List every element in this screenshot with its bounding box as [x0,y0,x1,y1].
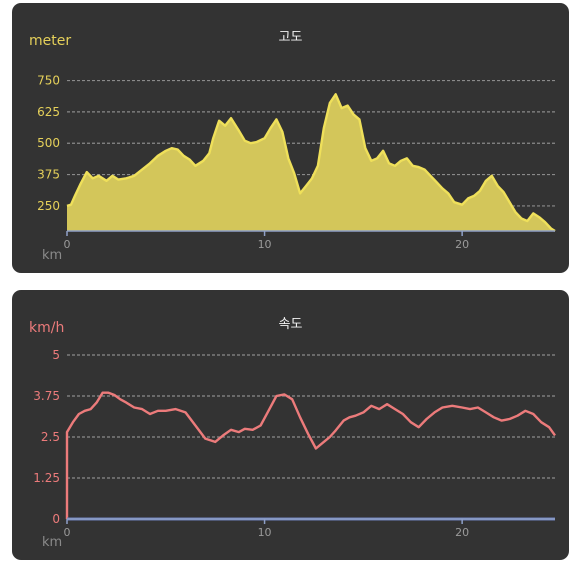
speed-chart-panel: 속도 km/h km 5 3.75 2.5 1.25 0 0 10 20 [12,290,569,560]
elevation-y-unit: meter [29,33,72,49]
x-tick-label: 10 [258,526,272,539]
x-tick-label: 0 [64,526,71,539]
y-tick-label: 3.75 [33,389,60,403]
y-tick-label: 750 [37,74,60,88]
speed-y-unit: km/h [29,320,65,336]
speed-line [65,391,556,519]
speed-chart-title: 속도 [278,317,303,332]
elevation-x-unit: km [42,248,63,263]
y-tick-label: 250 [37,199,60,213]
y-tick-label: 1.25 [33,471,60,485]
y-tick-label: 0 [52,512,60,526]
y-tick-label: 2.5 [41,430,60,444]
elevation-line [66,93,556,233]
elevation-area [67,94,555,231]
speed-chart-svg: 5 3.75 2.5 1.25 00 10 20 [33,348,556,539]
y-tick-label: 625 [37,105,60,119]
x-tick-label: 20 [455,238,469,251]
y-tick-label: 5 [52,348,60,362]
elevation-chart-title: 고도 [278,30,303,45]
y-tick-label: 500 [37,136,60,150]
y-tick-label: 375 [37,168,60,182]
x-tick-label: 20 [455,526,469,539]
x-tick-label: 0 [64,238,71,251]
x-tick-label: 10 [258,238,272,251]
elevation-chart-panel: 고도 meter km 750 625 500 375 250 0 10 20 [12,3,569,273]
elevation-chart-svg: 750 625 500 375 250 0 10 20 [37,74,556,251]
speed-x-unit: km [42,535,63,550]
